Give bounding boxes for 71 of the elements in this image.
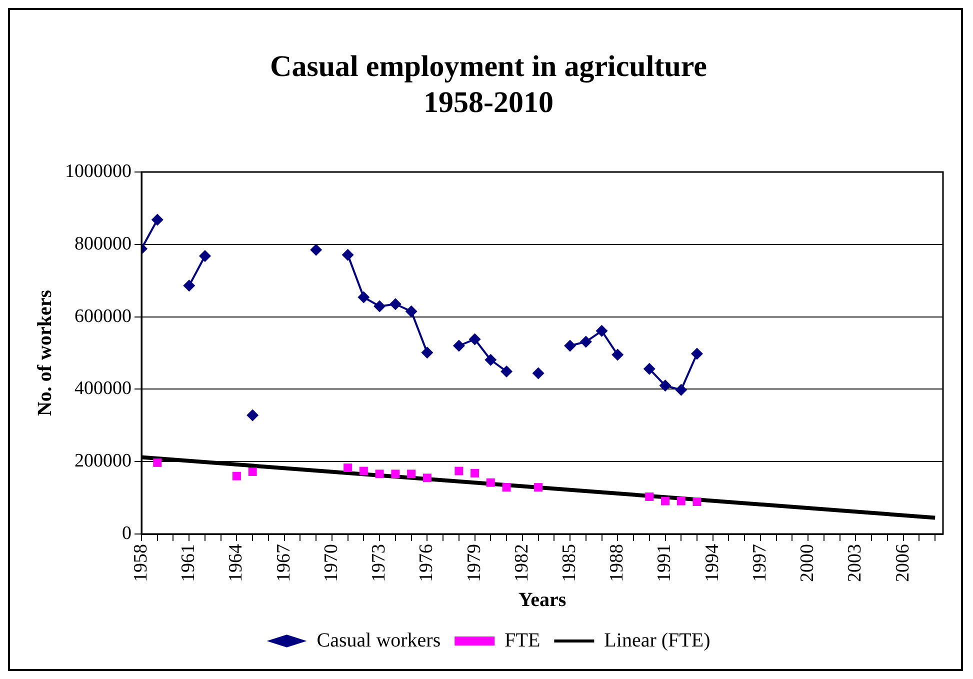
x-tick-label: 1970	[320, 544, 342, 582]
x-tick-label: 1982	[511, 544, 532, 582]
point	[344, 464, 352, 472]
point	[675, 384, 688, 396]
point	[484, 354, 497, 366]
point	[342, 248, 354, 261]
y-tick-label: 1000000	[65, 160, 132, 182]
point	[421, 346, 434, 359]
y-tick-label: 0	[122, 522, 132, 544]
point	[232, 472, 241, 480]
point	[391, 470, 400, 478]
point	[645, 492, 654, 501]
point	[659, 380, 672, 392]
point	[468, 333, 481, 346]
point	[612, 348, 624, 361]
point	[358, 291, 370, 304]
point	[454, 466, 464, 476]
x-tick-label: 2000	[797, 544, 818, 582]
point	[470, 468, 480, 478]
point	[248, 467, 257, 476]
point	[676, 496, 686, 506]
point	[486, 478, 495, 487]
y-tick-label: 600000	[74, 306, 132, 327]
x-tick-label: 1967	[273, 544, 294, 582]
point	[246, 409, 259, 422]
point	[374, 300, 386, 312]
x-axis-title: Years	[518, 589, 566, 612]
x-tick-label: 1958	[130, 544, 152, 582]
x-tick-label: 1964	[226, 544, 247, 582]
y-axis-title: No. of workers	[34, 290, 56, 416]
y-tick-label: 800000	[74, 233, 132, 254]
x-tick-label: 1997	[749, 544, 770, 582]
x-tick-label: 1976	[416, 544, 438, 582]
point	[564, 340, 576, 352]
point	[183, 280, 196, 292]
x-tick-label: 1988	[606, 544, 628, 582]
legend-label: FTE	[504, 629, 540, 652]
legend-label: Casual workers	[316, 629, 441, 652]
point	[661, 496, 670, 506]
point	[153, 458, 162, 467]
point	[532, 367, 544, 380]
chart-title: Casual employment in agriculture 1958-2010	[270, 50, 707, 119]
x-tick-label: 1994	[702, 544, 723, 582]
y-tick-label: 200000	[74, 450, 132, 472]
x-tick-label: 1973	[368, 544, 390, 582]
point	[359, 466, 368, 476]
point	[151, 214, 164, 226]
point	[422, 474, 432, 482]
point	[643, 362, 656, 375]
point	[534, 483, 543, 492]
point	[452, 340, 465, 352]
point	[690, 348, 703, 360]
point	[502, 483, 511, 492]
x-tick-label: 1961	[178, 544, 200, 582]
legend-label: Linear (FTE)	[604, 629, 710, 652]
x-tick-label: 2003	[844, 544, 866, 582]
point	[692, 498, 702, 506]
point	[310, 244, 322, 256]
x-tick-label: 2006	[892, 544, 914, 582]
point	[405, 305, 418, 318]
point	[580, 336, 592, 348]
x-tick-label: 1985	[559, 544, 580, 582]
x-tick-label: 1979	[464, 544, 485, 582]
y-tick-label: 400000	[74, 378, 132, 400]
point	[389, 298, 402, 310]
point	[407, 470, 416, 478]
x-tick-label: 1991	[654, 544, 676, 582]
point	[198, 250, 211, 262]
point	[375, 470, 384, 478]
point	[500, 365, 513, 378]
point	[596, 324, 608, 337]
